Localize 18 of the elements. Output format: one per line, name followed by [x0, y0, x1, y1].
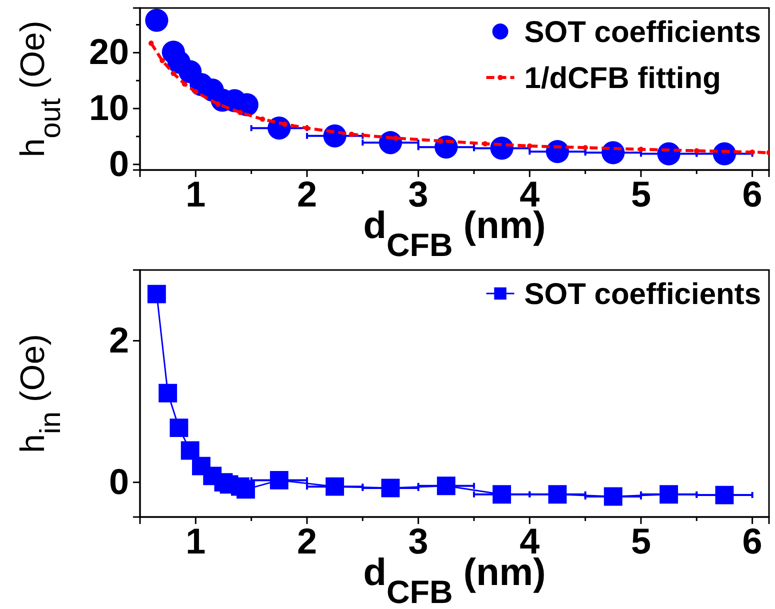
- y-tick-label: 20: [88, 31, 129, 72]
- y-tick-label: 0: [108, 460, 129, 502]
- x-tick-label: 1: [186, 520, 206, 562]
- y-tick-label: 0: [108, 142, 129, 184]
- x-tick-label: 2: [296, 174, 318, 215]
- x-tick-label: 1: [186, 174, 206, 215]
- x-tick-label: 3: [408, 174, 428, 215]
- x-tick-label: 2: [296, 520, 318, 562]
- legend-label: SOT coefficients: [524, 16, 761, 49]
- y-tick-label: 2: [108, 319, 129, 360]
- legend-label: 1/dCFB fitting: [524, 62, 721, 95]
- x-tick-label: 5: [630, 174, 651, 215]
- x-tick-label: 5: [630, 520, 651, 562]
- legend-label: SOT coefficients: [524, 278, 761, 311]
- x-tick-label: 6: [742, 174, 762, 215]
- x-tick-label: 3: [408, 520, 428, 562]
- x-tick-label: 6: [742, 520, 762, 562]
- y-tick-label: 10: [88, 87, 129, 128]
